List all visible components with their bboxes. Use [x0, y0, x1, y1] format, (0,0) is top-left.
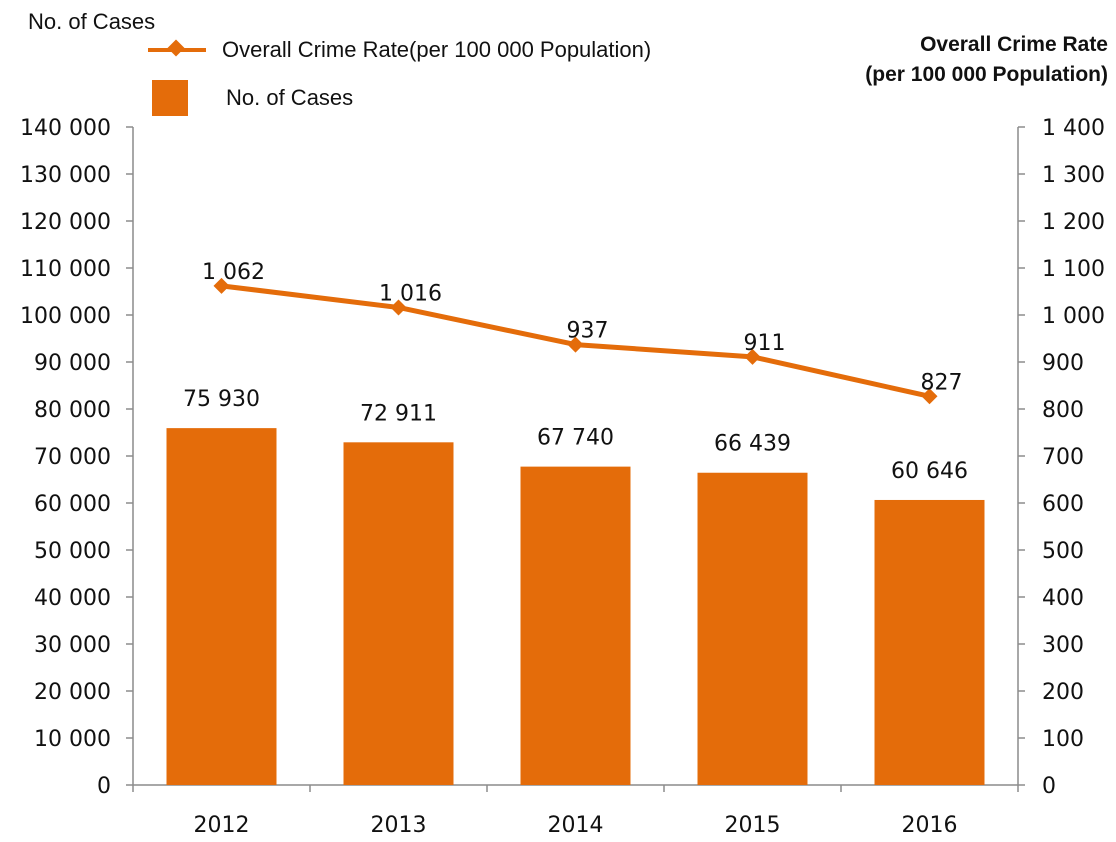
left-axis-tick-label: 100 000 [20, 304, 111, 329]
left-axis-tick-label: 130 000 [20, 163, 111, 188]
x-axis-tick-label: 2012 [194, 813, 250, 838]
right-axis-tick-label: 1 400 [1042, 116, 1105, 141]
right-axis-tick-label: 600 [1042, 492, 1084, 517]
bar [697, 472, 808, 785]
right-axis-tick-label: 300 [1042, 633, 1084, 658]
bar [166, 428, 277, 785]
left-axis-tick-label: 60 000 [34, 492, 111, 517]
crime-rate-value-label: 911 [744, 331, 786, 356]
x-axis-tick-label: 2014 [548, 813, 604, 838]
left-axis-tick-label: 0 [97, 774, 111, 799]
right-axis-tick-label: 500 [1042, 539, 1084, 564]
bar-value-label: 66 439 [714, 432, 791, 457]
crime-rate-value-label: 1 016 [379, 281, 442, 306]
legend-label-crime-rate: Overall Crime Rate(per 100 000 Populatio… [222, 37, 652, 62]
x-axis-tick-label: 2015 [725, 813, 781, 838]
left-axis-tick-label: 10 000 [34, 727, 111, 752]
left-axis-tick-label: 70 000 [34, 445, 111, 470]
x-axis-tick-label: 2016 [902, 813, 958, 838]
crime-rate-marker [567, 336, 584, 353]
right-axis-title-line-2: (per 100 000 Population) [865, 63, 1108, 86]
left-axis-tick-label: 140 000 [20, 116, 111, 141]
crime-rate-value-label: 937 [567, 319, 609, 344]
right-axis-tick-label: 400 [1042, 586, 1084, 611]
bar [343, 442, 454, 785]
bar [520, 466, 631, 785]
legend-bar-swatch [152, 80, 188, 116]
crime-rate-marker [390, 299, 407, 316]
legend-label-cases: No. of Cases [226, 85, 354, 110]
right-axis-title: Overall Crime Rate (per 100 000 Populati… [865, 30, 1108, 90]
bar-value-label: 60 646 [891, 459, 968, 484]
bar-value-label: 75 930 [183, 387, 260, 412]
bar-value-label: 72 911 [360, 401, 437, 426]
bar-value-label: 67 740 [537, 426, 614, 451]
right-axis-tick-label: 700 [1042, 445, 1084, 470]
left-axis-tick-label: 50 000 [34, 539, 111, 564]
left-axis-title: No. of Cases [28, 9, 156, 34]
crime-rate-marker [744, 348, 761, 365]
right-axis-tick-label: 1 200 [1042, 210, 1105, 235]
left-axis-tick-label: 120 000 [20, 210, 111, 235]
left-axis-tick-label: 40 000 [34, 586, 111, 611]
crime-rate-marker [921, 388, 938, 405]
right-axis-tick-label: 200 [1042, 680, 1084, 705]
right-axis-tick-label: 800 [1042, 398, 1084, 423]
right-axis-tick-label: 1 000 [1042, 304, 1105, 329]
left-axis-tick-label: 20 000 [34, 680, 111, 705]
x-axis-tick-label: 2013 [371, 813, 427, 838]
left-axis-tick-label: 90 000 [34, 351, 111, 376]
crime-rate-marker [213, 277, 230, 294]
left-axis-tick-label: 110 000 [20, 257, 111, 282]
crime-rate-value-label: 1 062 [202, 260, 265, 285]
left-axis-tick-label: 30 000 [34, 633, 111, 658]
crime-rate-value-label: 827 [921, 370, 963, 395]
right-axis-title-line-1: Overall Crime Rate [920, 33, 1108, 56]
right-axis-tick-label: 1 300 [1042, 163, 1105, 188]
right-axis-tick-label: 100 [1042, 727, 1084, 752]
bar [874, 499, 985, 785]
right-axis-tick-label: 0 [1042, 774, 1056, 799]
right-axis-tick-label: 1 100 [1042, 257, 1105, 282]
left-axis-tick-label: 80 000 [34, 398, 111, 423]
right-axis-tick-label: 900 [1042, 351, 1084, 376]
